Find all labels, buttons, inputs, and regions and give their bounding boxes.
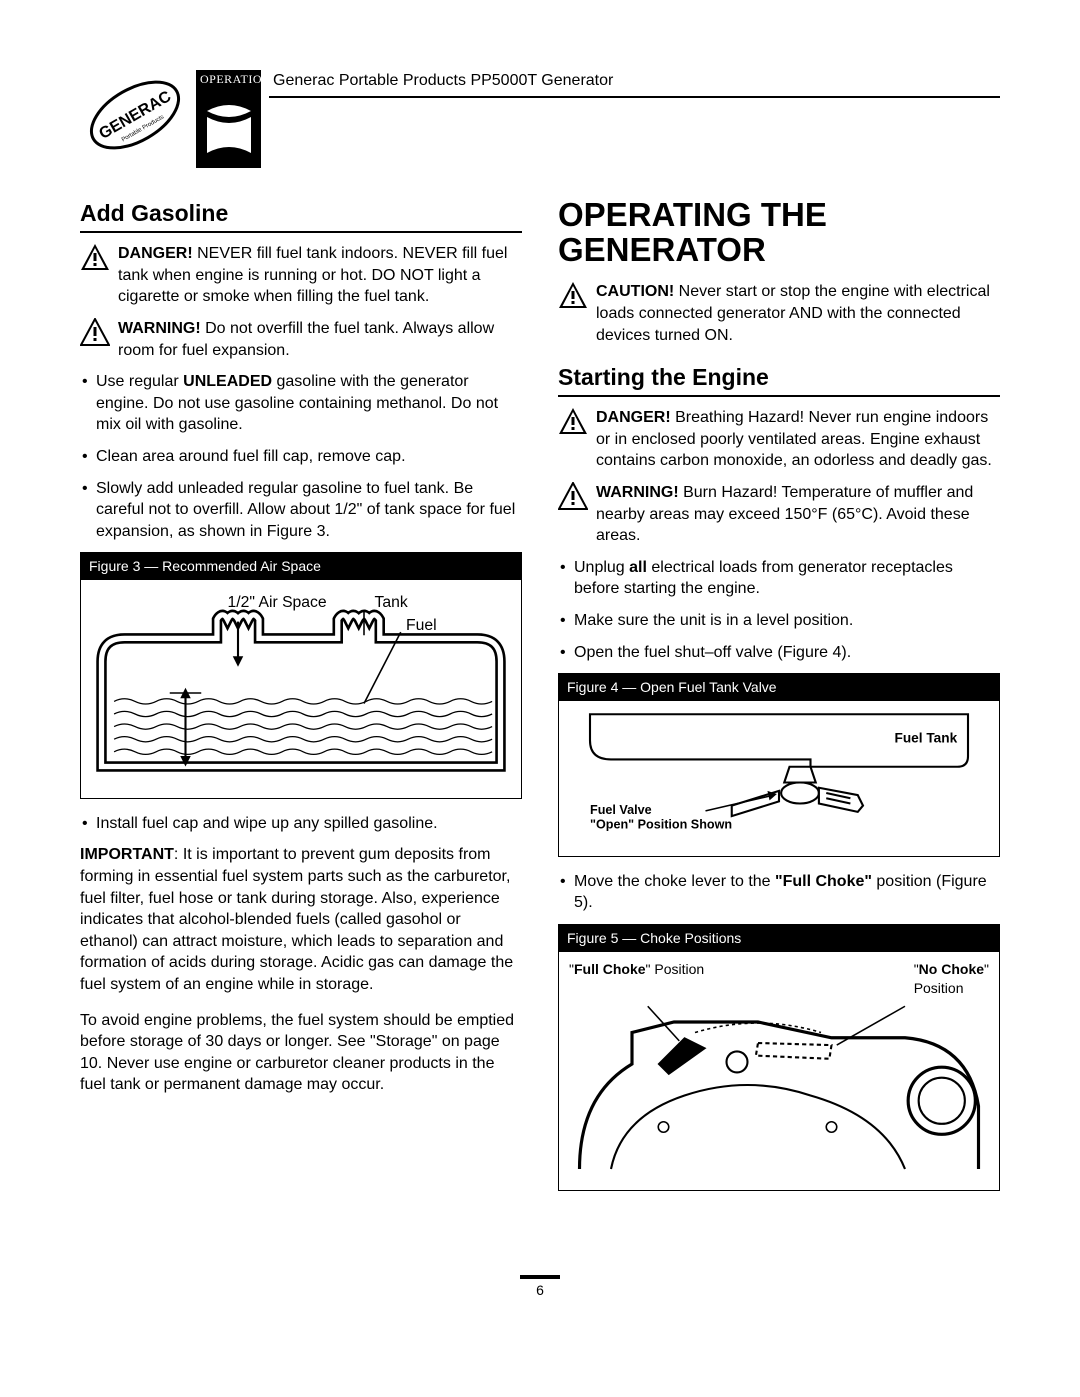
list-item: Slowly add unleaded regular gasoline to …	[80, 478, 522, 543]
logo-cluster: GENERAC Portable Products OPERATION	[80, 70, 261, 168]
list-item: Move the choke lever to the "Full Choke"…	[558, 871, 1000, 914]
gasoline-bullets-1: Use regular UNLEADED gasoline with the g…	[80, 371, 522, 542]
figure-5-body: "Full Choke" Position "No Choke" Positio…	[559, 952, 999, 1190]
caution-label: CAUTION!	[596, 283, 674, 300]
figure-5: Figure 5 — Choke Positions "Full Choke" …	[558, 924, 1000, 1191]
gasoline-bullets-2: Install fuel cap and wipe up any spilled…	[80, 813, 522, 835]
page-header: GENERAC Portable Products OPERATION Gene…	[80, 70, 1000, 168]
list-item: Make sure the unit is in a level positio…	[558, 610, 1000, 632]
figure-5-no-choke-label: "No Choke" Position	[914, 960, 989, 998]
warning-label: WARNING!	[596, 484, 679, 501]
page-number: 6	[80, 1275, 1000, 1300]
left-column: Add Gasoline DANGER! NEVER fill fuel tan…	[80, 198, 522, 1205]
list-item: Use regular UNLEADED gasoline with the g…	[80, 371, 522, 436]
svg-text:Fuel Valve: Fuel Valve	[590, 803, 652, 817]
header-rule	[269, 96, 1000, 98]
figure-3: Figure 3 — Recommended Air Space 1/2" Ai…	[80, 552, 522, 798]
warning-body: WARNING! Do not overfill the fuel tank. …	[118, 318, 522, 361]
danger-icon	[558, 407, 588, 472]
list-item: Clean area around fuel fill cap, remove …	[80, 446, 522, 468]
warning-alert-2: WARNING! Burn Hazard! Temperature of muf…	[558, 482, 1000, 547]
warning-icon	[558, 482, 588, 547]
svg-text:"Open" Position Shown: "Open" Position Shown	[590, 818, 732, 832]
svg-text:Tank: Tank	[375, 594, 408, 611]
figure-5-full-choke-label: "Full Choke" Position	[569, 960, 704, 998]
storage-paragraph: To avoid engine problems, the fuel syste…	[80, 1010, 522, 1096]
starting-bullets-2: Move the choke lever to the "Full Choke"…	[558, 871, 1000, 914]
list-item: Open the fuel shut–off valve (Figure 4).	[558, 642, 1000, 664]
header-title-wrap: Generac Portable Products PP5000T Genera…	[269, 70, 1000, 98]
operation-label: OPERATION	[196, 70, 261, 88]
generac-logo-icon: GENERAC Portable Products	[80, 70, 190, 160]
heading-add-gasoline: Add Gasoline	[80, 198, 522, 233]
figure-5-caption: Figure 5 — Choke Positions	[559, 925, 999, 952]
svg-text:Fuel Tank: Fuel Tank	[895, 731, 958, 746]
important-paragraph: IMPORTANT: It is important to prevent gu…	[80, 844, 522, 995]
starting-bullets-1: Unplug all electrical loads from generat…	[558, 557, 1000, 663]
header-product-title: Generac Portable Products PP5000T Genera…	[269, 70, 1000, 94]
svg-text:1/2" Air Space: 1/2" Air Space	[228, 594, 327, 611]
figure-3-diagram: 1/2" Air Space Tank Fuel	[91, 588, 511, 788]
danger-label: DANGER!	[118, 245, 193, 262]
figure-4-diagram: Fuel Tank Fuel Valve "Open" Position Sho…	[569, 709, 989, 846]
figure-5-diagram	[569, 1001, 989, 1180]
svg-text:Fuel: Fuel	[406, 617, 437, 634]
list-item: Install fuel cap and wipe up any spilled…	[80, 813, 522, 835]
figure-4-caption: Figure 4 — Open Fuel Tank Valve	[559, 674, 999, 701]
important-text: : It is important to prevent gum deposit…	[80, 846, 513, 993]
warning-alert: WARNING! Do not overfill the fuel tank. …	[80, 318, 522, 361]
danger-alert-2: DANGER! Breathing Hazard! Never run engi…	[558, 407, 1000, 472]
warning-body-2: WARNING! Burn Hazard! Temperature of muf…	[596, 482, 1000, 547]
figure-3-body: 1/2" Air Space Tank Fuel	[81, 580, 521, 798]
heading-operating: OPERATING THE GENERATOR	[558, 198, 1000, 267]
list-item: Unplug all electrical loads from generat…	[558, 557, 1000, 600]
book-icon	[196, 88, 261, 168]
figure-4-body: Fuel Tank Fuel Valve "Open" Position Sho…	[559, 701, 999, 856]
heading-starting: Starting the Engine	[558, 362, 1000, 397]
caution-icon	[558, 281, 588, 346]
danger-body-2: DANGER! Breathing Hazard! Never run engi…	[596, 407, 1000, 472]
operation-badge: OPERATION	[196, 70, 261, 168]
caution-body: CAUTION! Never start or stop the engine …	[596, 281, 1000, 346]
important-label: IMPORTANT	[80, 846, 174, 863]
figure-4: Figure 4 — Open Fuel Tank Valve Fuel Tan…	[558, 673, 1000, 856]
danger-alert: DANGER! NEVER fill fuel tank indoors. NE…	[80, 243, 522, 308]
content-columns: Add Gasoline DANGER! NEVER fill fuel tan…	[80, 198, 1000, 1205]
right-column: OPERATING THE GENERATOR CAUTION! Never s…	[558, 198, 1000, 1205]
warning-label: WARNING!	[118, 320, 201, 337]
danger-label: DANGER!	[596, 409, 671, 426]
warning-icon	[80, 318, 110, 361]
figure-3-caption: Figure 3 — Recommended Air Space	[81, 553, 521, 580]
caution-alert: CAUTION! Never start or stop the engine …	[558, 281, 1000, 346]
danger-icon	[80, 243, 110, 308]
danger-body: DANGER! NEVER fill fuel tank indoors. NE…	[118, 243, 522, 308]
